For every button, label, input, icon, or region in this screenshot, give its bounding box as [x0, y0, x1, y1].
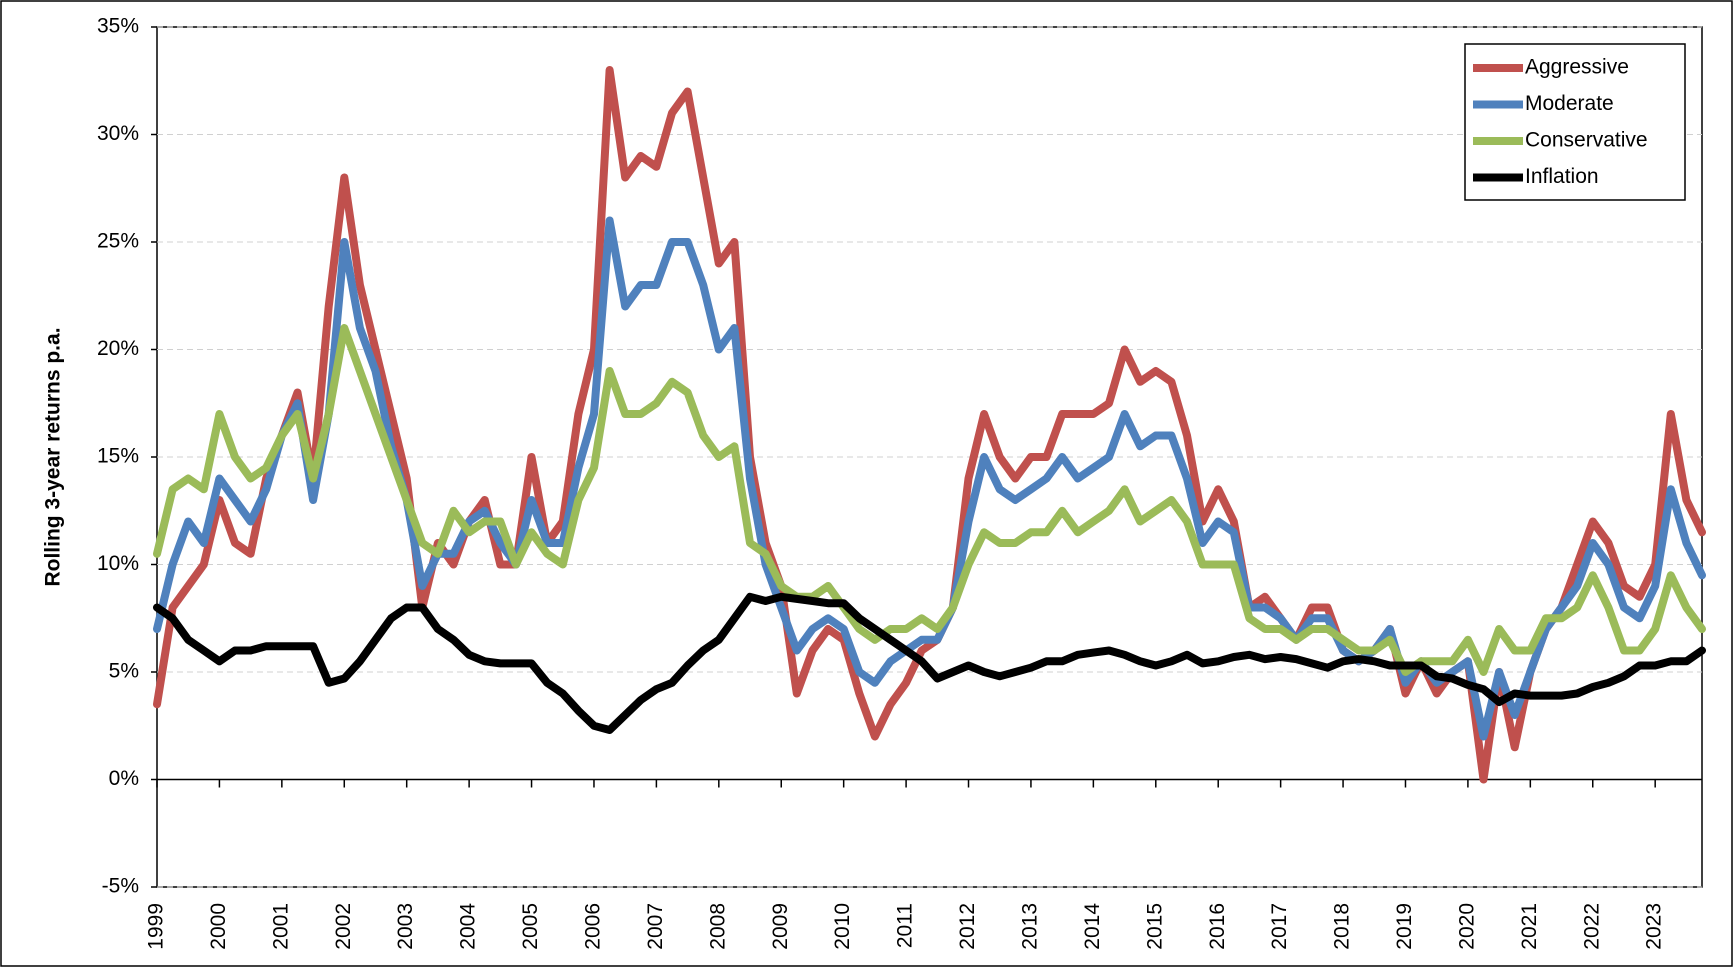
legend-label: Aggressive — [1525, 56, 1629, 79]
legend-label: Inflation — [1525, 165, 1599, 188]
y-axis-title: Rolling 3-year returns p.a. — [42, 327, 65, 586]
x-tick-label: 2017 — [1268, 903, 1291, 950]
x-tick-label: 2003 — [394, 903, 417, 950]
x-tick-label: 2016 — [1206, 903, 1229, 950]
y-tick-label: 35% — [97, 15, 139, 38]
x-tick-label: 1999 — [145, 903, 168, 950]
series-line — [153, 324, 1706, 676]
y-tick-label: -5% — [102, 875, 139, 898]
x-tick-label: 2021 — [1518, 903, 1541, 950]
y-tick-label: 25% — [97, 230, 139, 253]
y-tick-label: 10% — [97, 552, 139, 575]
x-tick-label: 2019 — [1393, 903, 1416, 950]
x-tick-label: 2000 — [207, 903, 230, 950]
x-tick-label: 2006 — [582, 903, 605, 950]
x-tick-label: 2001 — [269, 903, 292, 950]
x-tick-label: 2004 — [457, 903, 480, 950]
series-line — [153, 592, 1706, 734]
x-tick-label: 2014 — [1081, 903, 1104, 950]
x-tick-label: 2007 — [644, 903, 667, 950]
x-tick-label: 2023 — [1643, 903, 1666, 950]
legend-label: Moderate — [1525, 92, 1614, 115]
legend-label: Conservative — [1525, 129, 1648, 152]
x-tick-label: 2002 — [332, 903, 355, 950]
x-tick-label: 2018 — [1331, 903, 1354, 950]
x-tick-label: 2012 — [956, 903, 979, 950]
x-tick-label: 2013 — [1018, 903, 1041, 950]
x-tick-label: 2008 — [706, 903, 729, 950]
y-tick-label: 30% — [97, 122, 139, 145]
x-tick-label: 2005 — [519, 903, 542, 950]
y-tick-label: 0% — [109, 767, 139, 790]
x-tick-label: 2010 — [831, 903, 854, 950]
x-tick-label: 2022 — [1580, 903, 1603, 950]
x-tick-label: 2011 — [894, 903, 917, 948]
x-tick-label: 2015 — [1143, 903, 1166, 950]
y-tick-label: 15% — [97, 445, 139, 468]
x-tick-label: 2009 — [769, 903, 792, 950]
y-tick-label: 5% — [109, 660, 139, 683]
x-tick-label: 2020 — [1455, 903, 1478, 950]
y-tick-label: 20% — [97, 337, 139, 360]
